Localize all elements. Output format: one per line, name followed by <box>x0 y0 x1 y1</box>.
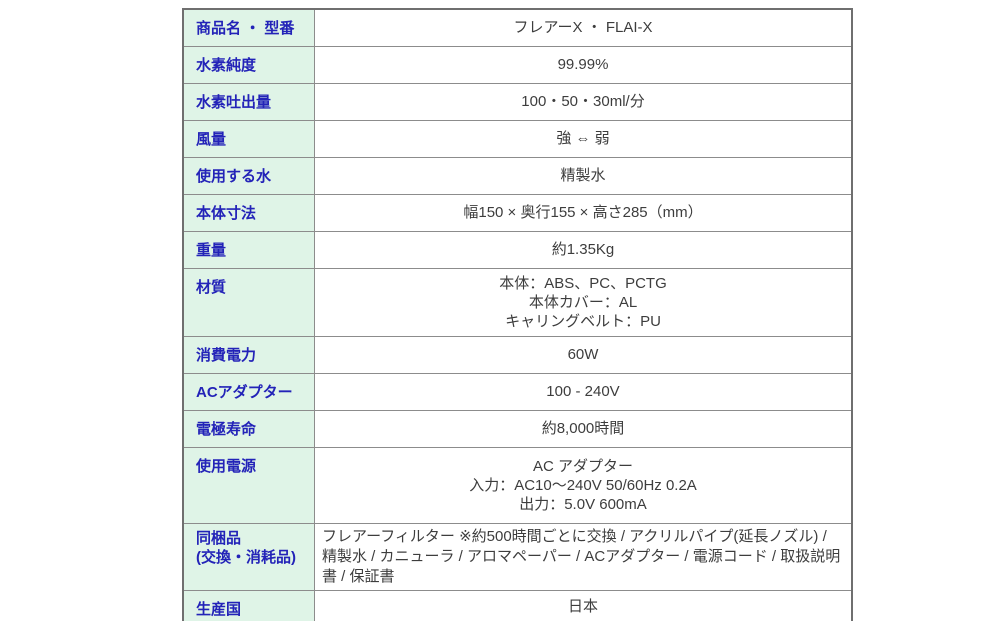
spec-value: 100・50・30ml/分 <box>314 82 853 121</box>
product-spec-table: 商品名 ・ 型番 フレアーX ・ FLAI-X 水素純度 99.99% 水素吐出… <box>182 8 853 621</box>
spec-label: 材質 <box>182 267 315 337</box>
spec-label-line: 同梱品 <box>196 529 242 547</box>
spec-row-dimensions: 本体寸法 幅150 × 奥行155 × 高さ285（mm） <box>182 193 853 232</box>
spec-value: 60W <box>314 335 853 374</box>
spec-value: 日本 <box>314 589 853 621</box>
spec-label: 同梱品 (交換・消耗品) <box>182 522 315 591</box>
spec-row-airflow: 風量 強 ⇔ 弱 <box>182 119 853 158</box>
spec-value-line: AC アダプター <box>532 457 633 475</box>
spec-value: フレアーフィルター ※約500時間ごとに交換 / アクリルパイプ(延長ノズル) … <box>314 522 853 591</box>
spec-label: 本体寸法 <box>182 193 315 232</box>
spec-label: 使用電源 <box>182 446 315 524</box>
spec-row-power-source: 使用電源 AC アダプター 入力：AC10～240V 50/60Hz 0.2A … <box>182 446 853 524</box>
spec-value: 強 ⇔ 弱 <box>314 119 853 158</box>
spec-value: 精製水 <box>314 156 853 195</box>
spec-row-country-of-origin: 生産国 日本 <box>182 589 853 621</box>
spec-label: 風量 <box>182 119 315 158</box>
spec-value-line: 入力：AC10～240V 50/60Hz 0.2A <box>469 476 697 494</box>
spec-row-model: 商品名 ・ 型番 フレアーX ・ FLAI-X <box>182 8 853 47</box>
spec-label: 重量 <box>182 230 315 269</box>
spec-row-weight: 重量 約1.35Kg <box>182 230 853 269</box>
spec-row-water-type: 使用する水 精製水 <box>182 156 853 195</box>
spec-row-power-consumption: 消費電力 60W <box>182 335 853 374</box>
spec-value: 100 - 240V <box>314 372 853 411</box>
spec-value: 約8,000時間 <box>314 409 853 448</box>
spec-label: 商品名 ・ 型番 <box>182 8 315 47</box>
spec-row-electrode-life: 電極寿命 約8,000時間 <box>182 409 853 448</box>
spec-label: 消費電力 <box>182 335 315 374</box>
spec-label: 水素吐出量 <box>182 82 315 121</box>
spec-value: 約1.35Kg <box>314 230 853 269</box>
product-spec-table-container: 商品名 ・ 型番 フレアーX ・ FLAI-X 水素純度 99.99% 水素吐出… <box>182 8 853 621</box>
spec-label: 水素純度 <box>182 45 315 84</box>
spec-label: 生産国 <box>182 589 315 621</box>
spec-value: 本体：ABS、PC、PCTG 本体カバー：AL キャリングベルト：PU <box>314 267 853 337</box>
spec-value: フレアーX ・ FLAI-X <box>314 8 853 47</box>
spec-label: ACアダプター <box>182 372 315 411</box>
spec-label: 使用する水 <box>182 156 315 195</box>
spec-value-line: 本体カバー：AL <box>528 293 638 311</box>
spec-row-hydrogen-purity: 水素純度 99.99% <box>182 45 853 84</box>
spec-row-ac-adapter: ACアダプター 100 - 240V <box>182 372 853 411</box>
spec-value: AC アダプター 入力：AC10～240V 50/60Hz 0.2A 出力：5.… <box>314 446 853 524</box>
spec-row-included-items: 同梱品 (交換・消耗品) フレアーフィルター ※約500時間ごとに交換 / アク… <box>182 522 853 591</box>
spec-value-line: 出力：5.0V 600mA <box>519 495 647 513</box>
spec-label: 電極寿命 <box>182 409 315 448</box>
spec-row-material: 材質 本体：ABS、PC、PCTG 本体カバー：AL キャリングベルト：PU <box>182 267 853 337</box>
spec-label-line: (交換・消耗品) <box>196 548 296 566</box>
spec-value: 幅150 × 奥行155 × 高さ285（mm） <box>314 193 853 232</box>
spec-value: 99.99% <box>314 45 853 84</box>
spec-row-hydrogen-output: 水素吐出量 100・50・30ml/分 <box>182 82 853 121</box>
spec-value-line: キャリングベルト：PU <box>505 312 661 330</box>
spec-value-line: 本体：ABS、PC、PCTG <box>499 274 667 292</box>
